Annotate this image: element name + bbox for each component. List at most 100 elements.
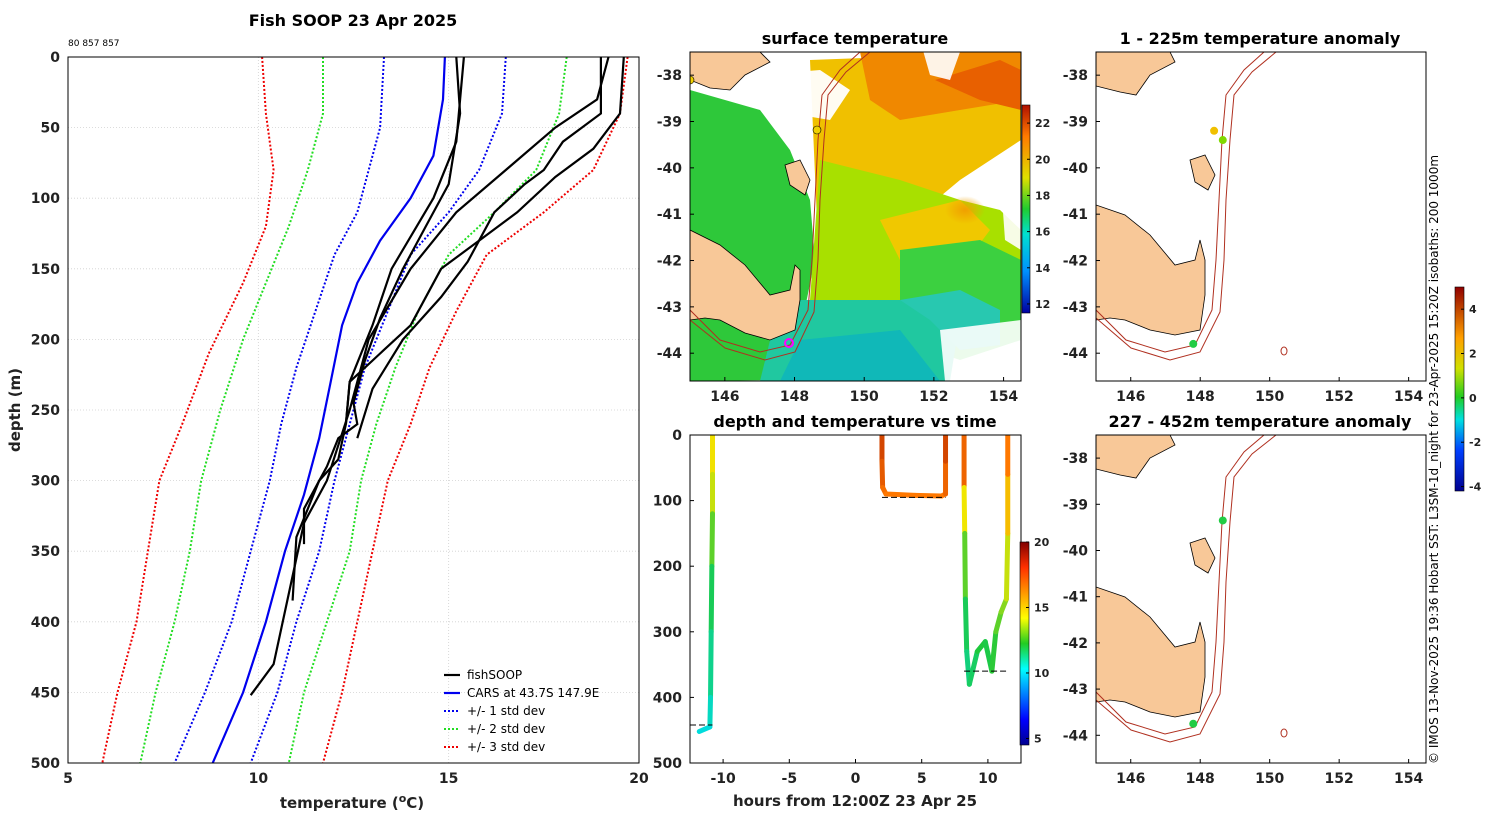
map-xtick: 148 [1186,389,1215,405]
ts-ytick: 300 [653,625,682,641]
series-line-fish [344,56,625,425]
series-line-fish [356,57,602,439]
map-xtick: 154 [989,389,1018,405]
profile-ytick: 300 [31,474,60,490]
ts-segment [708,629,714,700]
colorbar-tick: 2 [1469,348,1477,361]
ts-xtick: -5 [782,771,798,787]
ts-segment [993,609,1004,635]
anom1-ticks: 146 148 150 152 154 -38 -39 -40 -41 -42 -43 -44 [1063,68,1424,405]
legend-label: CARS at 43.7S 147.9E [467,686,599,700]
map-xtick: 148 [780,389,809,405]
map-ytick: -38 [1063,451,1088,467]
profile-title: Fish SOOP 23 Apr 2025 [249,11,458,30]
map-ytick: -43 [657,300,682,316]
anomaly-colorbar-ticks: 4 2 0 -2 -4 [1461,303,1482,494]
colorbar-tick: 10 [1034,667,1050,680]
sst-marker [690,75,695,85]
ts-title: depth and temperature vs time [713,412,996,431]
map-ytick: -40 [1063,543,1089,559]
profile-xtick: 10 [249,771,269,787]
ts-ytick: 0 [672,428,682,444]
ts-segment [696,724,713,735]
profile-ytick: 200 [31,332,60,348]
series-line-std1 [173,56,385,764]
map-xtick: 146 [1116,771,1145,787]
anom1-title: 1 - 225m temperature anomaly [1120,29,1401,48]
map-xtick: 150 [850,389,879,405]
credit-text: © IMOS 13-Nov-2025 19:36 Hobart SST: L3S… [1427,155,1441,764]
series-line-fish [249,56,610,696]
ts-segment [961,484,968,536]
ts-xtick: 5 [917,771,927,787]
anomaly-marker [1189,719,1198,728]
colorbar-tick: 12 [1035,298,1050,311]
profile-ytick: 450 [31,685,60,701]
sst-colorbar-ticks: 12 14 16 18 20 22 [1027,117,1051,311]
profile-ylabel: depth (m) [6,368,24,452]
map-xtick: 154 [1394,389,1423,405]
sst-axes-frame [689,51,1022,382]
colorbar-tick: 4 [1469,303,1477,316]
sst-title: surface temperature [762,29,949,48]
colorbar-tick: 0 [1469,392,1477,405]
profile-ytick: 250 [31,403,60,419]
sst-colorbar [1021,104,1031,314]
map-xtick: 152 [919,389,948,405]
map-ytick: -41 [1063,207,1088,223]
ts-segment [707,694,714,730]
colorbar-tick: 22 [1035,117,1050,130]
map-ytick: -41 [657,207,682,223]
map-xtick: 150 [1255,389,1284,405]
colorbar-tick: 18 [1035,189,1050,202]
anomaly-marker [1189,339,1198,348]
map-ytick: -40 [657,161,683,177]
ts-ytick: 100 [653,494,682,510]
anomaly-deep-panel: 227 - 452m temperature anomaly 146 148 150… [1063,412,1427,787]
ts-series [690,435,1011,735]
ts-segment [912,492,945,499]
profile-ytick: 150 [31,262,60,278]
colorbar-tick: -2 [1469,436,1481,449]
map-xtick: 150 [1255,771,1284,787]
colorbar-tick: -4 [1469,481,1482,494]
anom2-axes-frame [1095,434,1427,764]
colorbar-tick: 20 [1034,536,1050,549]
colorbar-tick: 14 [1035,262,1051,275]
sst-map-panel: surface temperature [657,29,1051,405]
ts-colorbar [1019,541,1030,746]
map-ytick: -38 [657,68,682,84]
legend-label: +/- 1 std dev [467,704,545,718]
profile-ytick: 400 [31,615,60,631]
profile-ytick: 50 [41,121,61,137]
series-line-cars [211,56,446,764]
map-xtick: 152 [1325,771,1354,787]
series-line-std2 [139,57,324,764]
profile-xtick: 5 [63,771,73,787]
ts-plot-area [690,435,1011,735]
profile-axes-frame [67,56,640,764]
id-text: 80 857 857 [68,39,120,49]
anom1-markers [1189,126,1227,348]
anom2-title: 227 - 452m temperature anomaly [1109,412,1412,431]
ts-segment [962,596,970,654]
ts-ytick: 200 [653,559,682,575]
profile-ytick: 0 [50,50,60,66]
anomaly-marker [1218,136,1227,145]
legend-label: fishSOOP [467,668,522,682]
map-xtick: 152 [1325,389,1354,405]
map-ytick: -42 [1063,254,1088,270]
ts-segment [966,648,980,687]
colorbar-tick: 15 [1034,601,1049,614]
sst-position-marker [784,338,794,348]
ts-xtick: 0 [851,771,861,787]
map-ytick: -44 [657,346,683,362]
map-xtick: 146 [1116,389,1145,405]
series-line-std2 [287,56,568,764]
profile-panel: Fish SOOP 23 Apr 2025 80 857 857 0 50 100 1… [6,11,649,812]
legend-label: +/- 3 std dev [467,740,545,754]
ts-colorbar-ticks: 5 10 15 20 [1026,536,1050,745]
